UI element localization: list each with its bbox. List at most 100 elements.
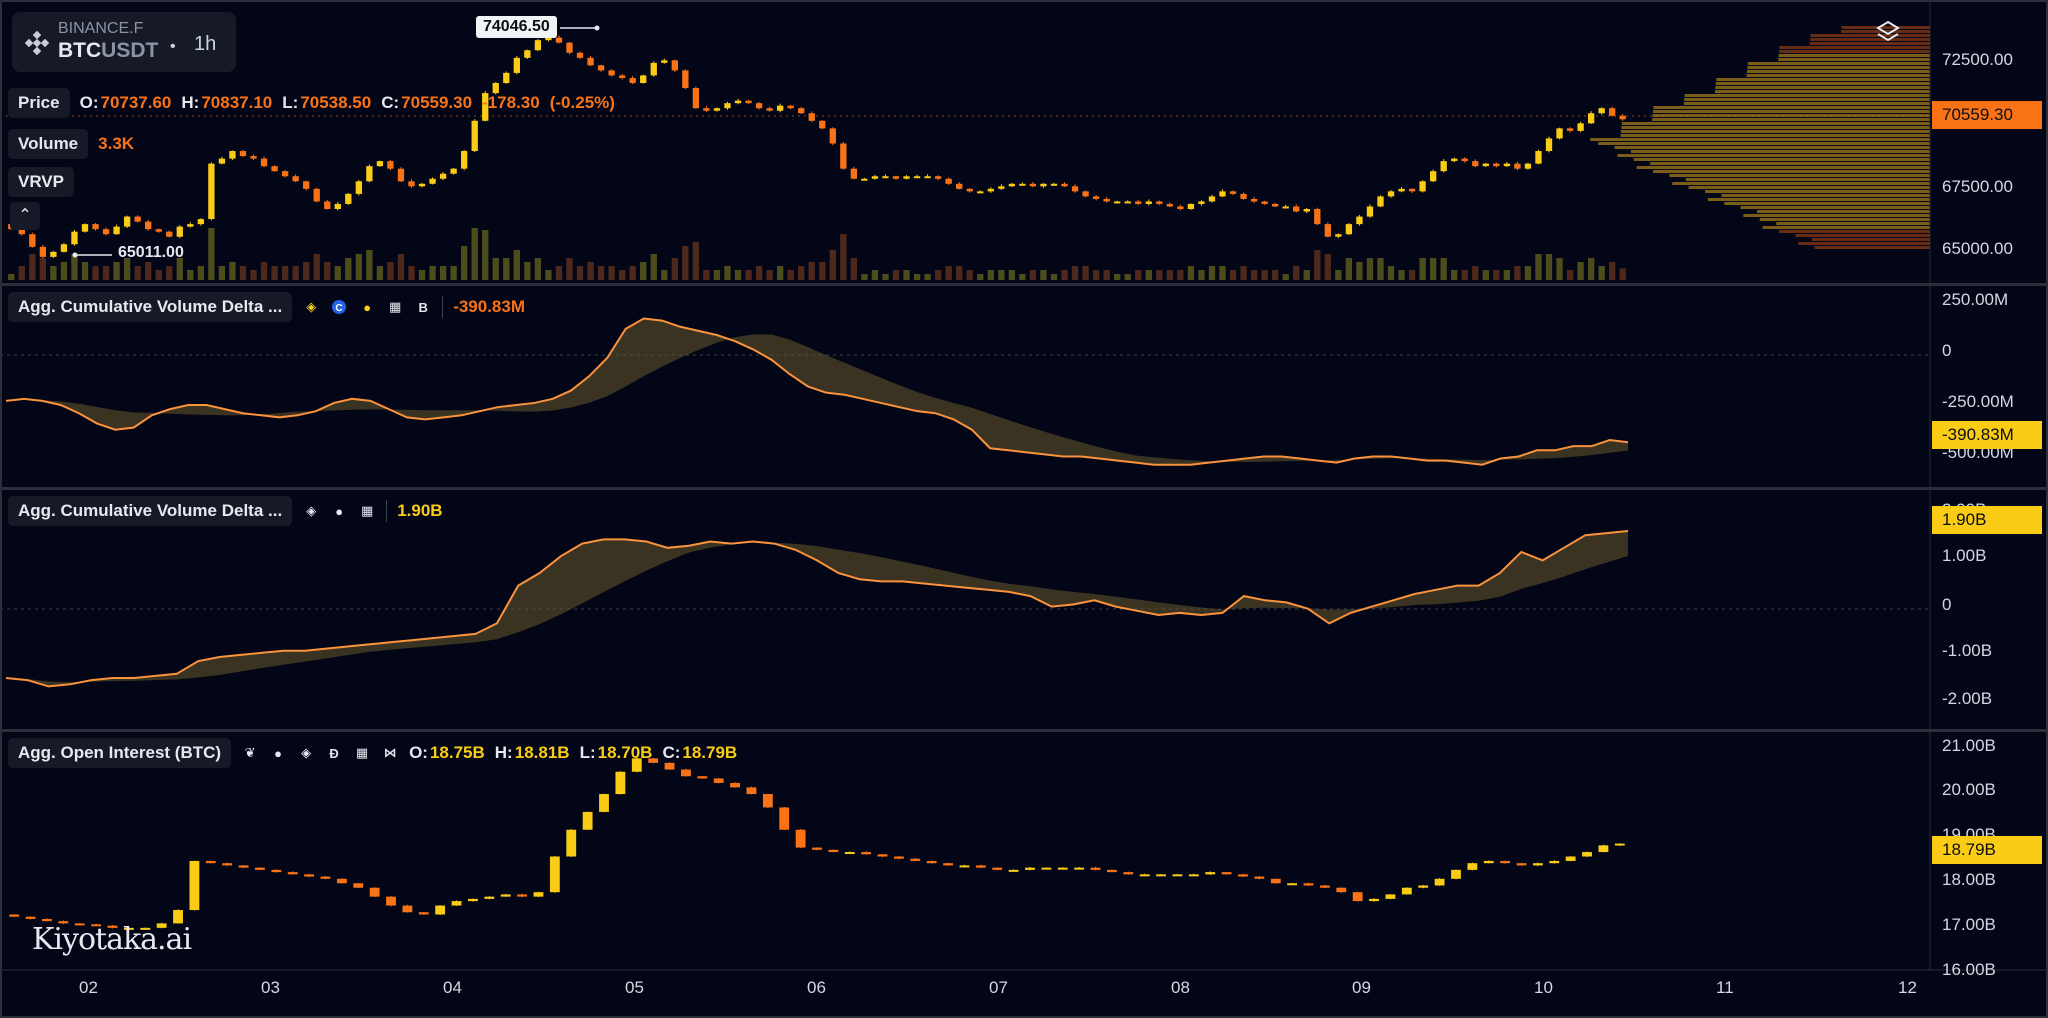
price-candle [1609,108,1616,116]
vrvp-label[interactable]: VRVP [8,167,74,197]
volume-bar [1419,258,1426,280]
oi-candle [1254,876,1265,879]
price-candle [1145,201,1152,204]
volume-bar [1577,262,1584,280]
layers-icon[interactable] [1874,18,1902,46]
volume-bar [1598,266,1605,280]
volume-bar [692,242,700,280]
symbol-selector[interactable]: BINANCE.F BTCUSDT • 1h [12,12,236,72]
volume-bar [755,266,763,280]
price-candle [1103,198,1110,202]
panel-separator-cvd1[interactable] [0,487,2048,490]
volume-bar [629,266,636,280]
collapse-legend-button[interactable]: ⌃ [10,202,40,230]
price-candle [345,193,352,204]
price-candle [176,226,183,237]
price-candle [934,176,942,179]
panel-separator-price[interactable] [0,283,2048,286]
price-candle [71,231,78,245]
volume-bar [145,262,152,280]
oi-low-label: L: [579,743,596,762]
volume-bar [956,266,963,280]
price-candle [734,100,742,104]
cvd1-label[interactable]: Agg. Cumulative Volume Delta ... [8,292,293,322]
volume-bar [1229,270,1237,280]
price-candle [682,70,689,89]
cvd2-line [5,530,1629,688]
vrvp-bar [1621,122,1930,125]
oi-candle [1352,892,1363,902]
vrvp-bar [1747,70,1930,73]
price-candle [166,231,173,237]
price-candle [324,201,331,209]
vrvp-bar [1684,98,1930,101]
price-candle [1324,224,1331,237]
volume-label[interactable]: Volume [8,129,89,159]
price-candle [1587,113,1595,124]
price-candle [1598,108,1605,114]
oi-candle [795,829,806,848]
vrvp-bar [1631,150,1930,153]
volume-bar [987,270,994,280]
price-candle [113,226,120,235]
volume-bar [1092,270,1100,280]
panel-separator-cvd2[interactable] [0,729,2048,732]
leaf-icon: ❦ [244,745,256,760]
volume-bar [587,262,594,280]
volume-bar [1198,270,1205,280]
price-candle [1451,158,1458,162]
vrvp-bar [1653,170,1930,173]
binance-icon: ◈ [306,503,317,518]
volume-bar [271,266,278,280]
oi-candle [140,927,151,930]
oi-candle [894,856,904,859]
volume-bar [1566,270,1574,280]
volume-bar [355,254,362,280]
volume-bar [1029,270,1037,280]
volume-bar [650,254,657,280]
volume-legend: Volume 3.3K [8,129,134,159]
oi-candle [25,916,36,919]
okx-icon: ▦ [355,745,369,760]
volume-bar [713,270,721,280]
x-axis-label: 08 [1171,978,1190,997]
vrvp-bar [1650,162,1930,165]
price-axis-label: 67500.00 [1942,177,2013,196]
open-value: 70737.60 [100,93,172,112]
oi-candle [1057,867,1068,870]
price-label[interactable]: Price [8,88,70,118]
cvd1-value: -390.83M [453,297,526,316]
price-candle [187,224,194,227]
price-candle [1071,186,1079,192]
price-candle [661,60,668,63]
volume-bar [776,266,784,280]
oi-label[interactable]: Agg. Open Interest (BTC) [8,738,232,768]
bitmex-icon: ● [274,745,282,761]
volume-bar [850,258,858,280]
cvd2-label[interactable]: Agg. Cumulative Volume Delta ... [8,496,293,526]
low-marker-label: 65011.00 [118,244,184,261]
volume-bar [1303,270,1310,280]
vrvp-bar [1707,198,1930,201]
oi-open-value: 18.75B [429,743,485,762]
volume-bar [1335,270,1342,280]
timeframe-selector[interactable]: 1h [194,33,217,55]
volume-bar [429,266,436,280]
oi-low-value: 18.70B [597,743,653,762]
price-candle [1545,138,1553,152]
volume-bar [176,258,183,280]
oi-candle [58,921,69,924]
volume-bar [998,270,1005,280]
oi-candle [500,894,511,897]
oi-high-value: 18.81B [514,743,570,762]
volume-bar [829,250,836,280]
price-candle [513,57,520,73]
oi-candle [1565,856,1576,861]
vrvp-bar [1620,134,1930,137]
legend-divider [442,296,444,318]
price-candle [977,191,984,194]
oi-candle [402,905,413,913]
price-candle [1135,201,1142,204]
low-label: L: [282,93,299,112]
